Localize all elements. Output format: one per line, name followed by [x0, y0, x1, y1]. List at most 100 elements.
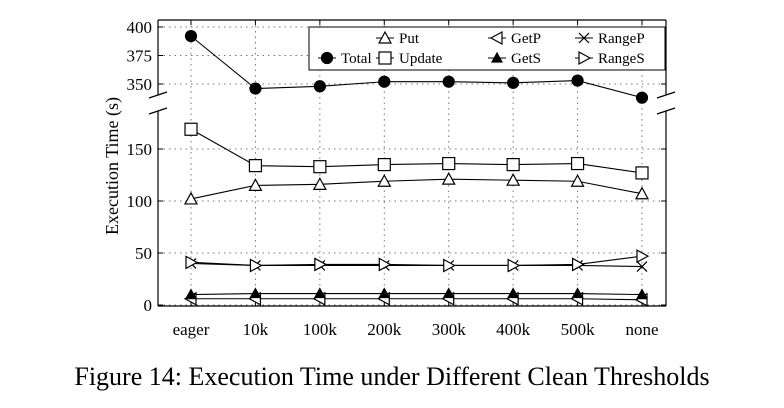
axis-break-mark [148, 91, 168, 99]
series-line-getp [191, 298, 643, 301]
series-update [184, 122, 649, 180]
y-tick-label: 150 [127, 140, 153, 159]
series-ranges [185, 249, 650, 273]
series-line-update [190, 128, 643, 174]
series-gets [184, 287, 649, 300]
x-tick-label: 10k [243, 320, 269, 339]
series-line-put [190, 178, 643, 200]
data-point-ranges [378, 257, 392, 272]
data-point-update [377, 158, 391, 172]
legend-entry-put: Put [376, 30, 420, 47]
data-point-gets [378, 287, 391, 299]
series-total [184, 30, 649, 104]
legend-marker-update [378, 51, 392, 65]
legend-marker-total [320, 51, 334, 65]
data-point-ranges [185, 255, 199, 270]
legend-label-total: Total [341, 51, 372, 67]
legend-label-getp: GetP [511, 31, 541, 47]
data-point-gets [184, 288, 198, 300]
data-point-total [635, 91, 649, 104]
data-point-ranges [443, 258, 456, 273]
legend: Total Put Update GetP GetS RangeP RangeS [308, 26, 666, 71]
data-point-total [442, 75, 455, 88]
data-point-ranges [249, 258, 263, 273]
y-axis-label: Execution Time (s) [102, 97, 123, 235]
legend-label-ranges: RangeS [598, 51, 645, 67]
data-point-put [183, 191, 199, 205]
legend-label-rangep: RangeP [598, 31, 645, 47]
legend-entry-getp: GetP [488, 30, 541, 47]
axis-break-mark [148, 107, 168, 115]
legend-marker-ranges [578, 50, 592, 66]
data-point-rangep [636, 261, 648, 272]
axis-break-mark [656, 91, 676, 99]
data-point-gets [571, 287, 584, 299]
legend-entry-total: Total [318, 51, 372, 67]
data-point-gets [635, 288, 649, 300]
data-point-ranges [571, 257, 585, 272]
legend-marker-gets [490, 51, 504, 63]
y-tick-label: 350 [127, 75, 153, 94]
legend-entry-rangep: RangeP [575, 31, 645, 47]
legend-entry-update: Update [376, 51, 443, 67]
data-point-update [248, 159, 263, 173]
data-point-update [570, 156, 585, 171]
legend-label-update: Update [399, 51, 443, 67]
data-point-put [248, 178, 263, 191]
data-point-put [506, 172, 521, 186]
data-point-update [184, 122, 198, 136]
legend-label-put: Put [399, 31, 420, 47]
x-axis-ticks: eager 10k 100k 200k 300k 400k 500k none [173, 20, 659, 339]
data-point-total [184, 30, 198, 43]
data-point-put [570, 173, 585, 187]
series-line-total [190, 35, 643, 99]
x-tick-label: 400k [496, 320, 531, 339]
x-tick-label: none [625, 320, 658, 339]
data-point-update [506, 158, 520, 172]
x-tick-label: 100k [303, 320, 338, 339]
series-line-gets [190, 293, 643, 296]
data-point-put [441, 171, 456, 185]
data-point-total [571, 74, 584, 87]
legend-marker-getp [489, 30, 503, 46]
data-point-put [377, 173, 392, 187]
figure-caption: Figure 14: Execution Time under Differen… [74, 362, 709, 391]
x-tick-label: 300k [432, 320, 467, 339]
y-tick-label: 50 [135, 244, 152, 263]
legend-box [308, 26, 666, 71]
legend-label-gets: GetS [511, 51, 541, 67]
series-line-ranges [190, 255, 643, 267]
data-point-put [634, 186, 650, 200]
x-tick-label: 500k [561, 320, 596, 339]
data-point-ranges [636, 249, 650, 264]
data-point-gets [249, 287, 262, 299]
data-point-gets [442, 287, 455, 299]
series-put [183, 171, 650, 205]
y-axis-ticks: 350 375 400 0 50 100 150 [127, 18, 666, 315]
legend-entry-gets: GetS [488, 51, 541, 67]
data-point-update [442, 156, 456, 171]
data-point-gets [507, 287, 520, 299]
data-point-ranges [507, 258, 521, 273]
data-point-total [249, 82, 262, 95]
x-tick-label: 200k [367, 320, 402, 339]
data-point-total [507, 76, 520, 89]
series-layer [183, 30, 650, 307]
axis-frame [148, 19, 676, 307]
y-tick-label: 0 [144, 296, 153, 315]
axis-break-mark [656, 107, 676, 115]
legend-marker-rangep [578, 32, 590, 44]
data-point-put [312, 177, 327, 190]
data-point-total [378, 75, 391, 88]
legend-entry-ranges: RangeS [575, 50, 645, 67]
legend-marker-rangep-stroke [578, 32, 590, 44]
y-tick-label: 375 [127, 47, 153, 66]
data-point-update [635, 166, 649, 180]
y-tick-label: 400 [127, 18, 153, 37]
data-point-rangep-stroke [636, 261, 648, 272]
y-tick-label: 100 [127, 192, 153, 211]
data-point-gets [313, 287, 326, 299]
x-tick-label: eager [173, 320, 210, 339]
legend-marker-put [377, 30, 393, 44]
